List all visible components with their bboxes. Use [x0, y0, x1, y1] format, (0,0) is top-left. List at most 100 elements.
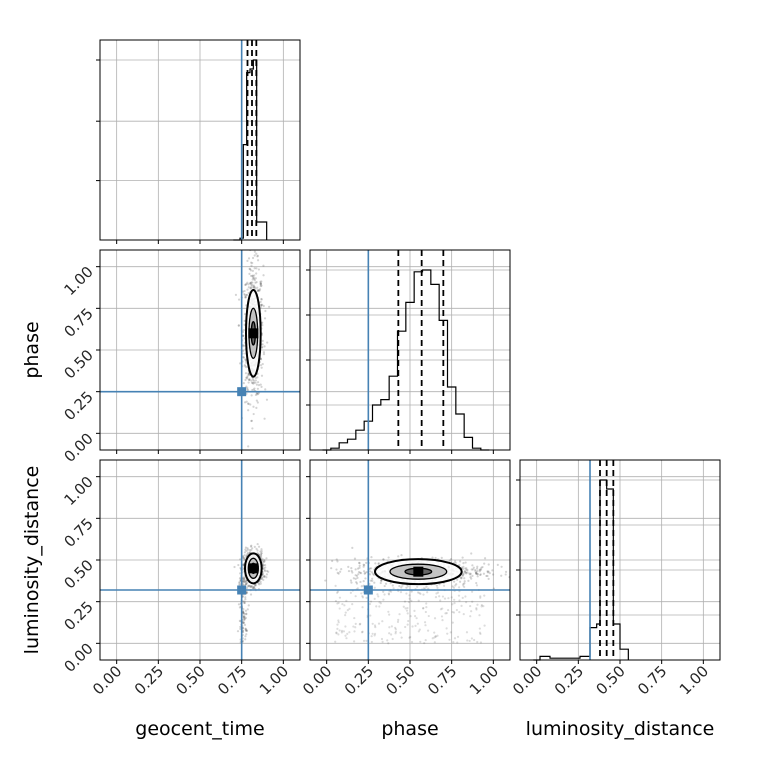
scatter-point: [265, 573, 269, 576]
scatter-point: [250, 283, 253, 286]
scatter-point: [244, 579, 247, 582]
scatter-point: [422, 593, 425, 596]
scatter-point: [453, 637, 457, 640]
scatter-point: [355, 582, 359, 585]
scatter-point: [471, 574, 474, 577]
scatter-point: [244, 358, 247, 361]
scatter-point: [358, 562, 361, 565]
scatter-point: [262, 578, 265, 582]
scatter-point: [250, 381, 254, 384]
scatter-point: [492, 573, 495, 576]
scatter-point: [245, 549, 248, 553]
scatter-point: [479, 641, 483, 644]
scatter-point: [255, 281, 258, 284]
scatter-point: [257, 392, 260, 395]
scatter-point: [260, 554, 263, 557]
scatter-point: [259, 364, 263, 367]
scatter-point: [256, 376, 259, 379]
scatter-point: [471, 600, 474, 603]
scatter-point: [384, 582, 388, 585]
scatter-point: [250, 419, 253, 422]
scatter-point: [249, 282, 252, 285]
scatter-point: [256, 401, 259, 404]
scatter-point: [248, 267, 251, 270]
scatter-point: [243, 292, 246, 296]
scatter-point: [373, 586, 376, 589]
scatter-point: [243, 615, 246, 618]
y-tick-label: 0.50: [60, 556, 96, 592]
scatter-point: [242, 600, 245, 603]
scatter-point: [480, 603, 483, 607]
scatter-point: [377, 562, 380, 566]
scatter-point: [373, 632, 377, 636]
scatter-point: [260, 577, 263, 581]
scatter-point: [436, 586, 439, 589]
scatter-point: [261, 324, 264, 327]
scatter-point: [260, 346, 264, 349]
scatter-point: [241, 610, 245, 613]
panels: 0.00 0.25 0.50 0.75 1.000.000.250.500.751.00…: [60, 39, 721, 698]
scatter-point: [237, 298, 241, 301]
scatter-point: [469, 573, 472, 576]
scatter-point: [378, 605, 381, 608]
scatter-point: [357, 573, 360, 576]
scatter-point: [256, 381, 260, 384]
scatter-point: [251, 547, 254, 550]
scatter-point: [243, 289, 246, 293]
scatter-point: [353, 640, 356, 643]
scatter-point: [261, 321, 264, 324]
scatter-point: [453, 580, 456, 583]
scatter-point: [335, 631, 338, 634]
scatter-point: [356, 567, 360, 570]
scatter-point: [386, 639, 389, 642]
scatter-point: [255, 383, 259, 386]
scatter-point: [424, 624, 427, 627]
scatter-point: [253, 286, 256, 289]
scatter-point: [245, 293, 248, 297]
scatter-point: [259, 582, 262, 585]
scatter-point: [424, 587, 427, 590]
scatter-point: [242, 556, 245, 559]
scatter-point: [365, 596, 368, 599]
scatter-point: [485, 574, 488, 578]
scatter-point: [470, 577, 473, 580]
scatter-point: [405, 586, 408, 589]
scatter-point: [409, 635, 412, 639]
scatter-point: [242, 555, 245, 558]
scatter-point: [406, 612, 409, 615]
scatter-point: [259, 300, 262, 303]
scatter-point: [242, 356, 245, 359]
scatter-point: [463, 569, 467, 573]
scatter-point: [358, 566, 361, 569]
scatter-point: [438, 595, 441, 598]
scatter-point: [462, 583, 465, 586]
scatter-point: [439, 608, 443, 611]
scatter-point: [471, 568, 474, 571]
scatter-point: [362, 565, 365, 568]
scatter-point: [335, 558, 338, 561]
scatter-point: [244, 635, 247, 638]
scatter-point: [354, 574, 357, 577]
scatter-point: [245, 613, 248, 616]
scatter-point: [486, 570, 489, 573]
scatter-point: [500, 565, 503, 568]
x-tick-label: 0.25: [131, 662, 167, 698]
scatter-point: [244, 283, 247, 287]
scatter-point: [476, 572, 479, 576]
scatter-point: [419, 640, 422, 643]
scatter-point: [256, 259, 260, 262]
scatter-point: [248, 378, 251, 382]
scatter-point: [369, 600, 373, 603]
scatter-point: [243, 580, 246, 583]
scatter-point: [351, 546, 354, 550]
scatter-point: [408, 597, 411, 600]
scatter-point: [255, 547, 258, 550]
x-tick-label: 1.00: [466, 662, 502, 698]
scatter-point: [243, 600, 246, 603]
scatter-point: [243, 294, 247, 297]
scatter-point: [249, 267, 252, 271]
x-axis-label-geocent-time: geocent_time: [135, 718, 264, 740]
scatter-point: [242, 580, 245, 583]
scatter-point: [391, 584, 394, 587]
scatter-point: [244, 629, 247, 632]
